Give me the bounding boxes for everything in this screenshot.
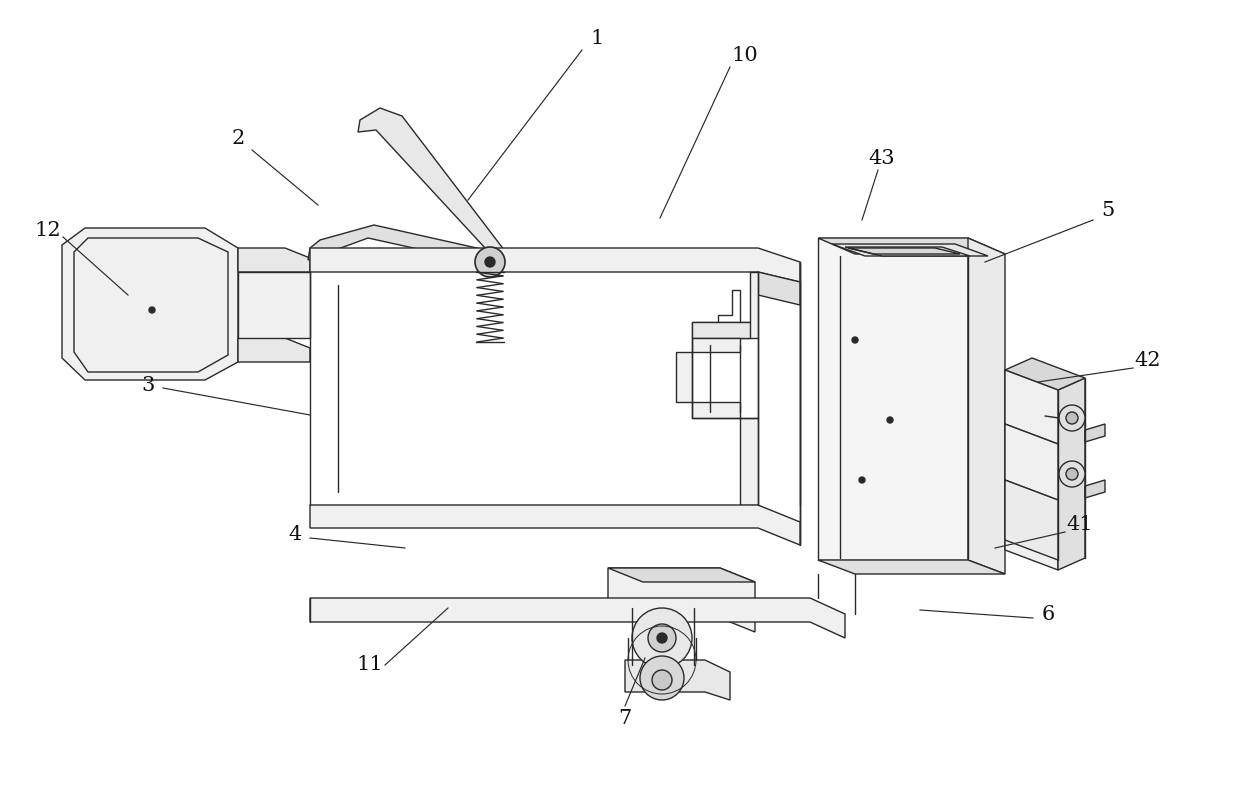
Text: 43: 43 bbox=[869, 149, 895, 168]
Polygon shape bbox=[1004, 424, 1058, 500]
Polygon shape bbox=[676, 338, 758, 505]
Circle shape bbox=[887, 417, 893, 423]
Polygon shape bbox=[818, 560, 1004, 574]
Polygon shape bbox=[62, 228, 238, 380]
Text: 12: 12 bbox=[35, 220, 61, 239]
Polygon shape bbox=[1058, 378, 1085, 570]
Circle shape bbox=[852, 337, 858, 343]
Polygon shape bbox=[1004, 358, 1085, 390]
Text: 7: 7 bbox=[619, 708, 631, 727]
Polygon shape bbox=[358, 108, 508, 262]
Polygon shape bbox=[238, 338, 310, 362]
Text: 4: 4 bbox=[289, 526, 301, 545]
Polygon shape bbox=[818, 238, 1004, 254]
Polygon shape bbox=[238, 272, 310, 338]
Polygon shape bbox=[1004, 370, 1058, 444]
Polygon shape bbox=[308, 225, 508, 268]
Polygon shape bbox=[832, 244, 988, 256]
Text: 42: 42 bbox=[1135, 350, 1161, 370]
Polygon shape bbox=[1085, 480, 1105, 498]
Polygon shape bbox=[1085, 424, 1105, 442]
Polygon shape bbox=[968, 238, 1004, 574]
Circle shape bbox=[640, 656, 684, 700]
Text: 11: 11 bbox=[357, 656, 383, 674]
Polygon shape bbox=[818, 238, 968, 560]
Circle shape bbox=[859, 477, 866, 483]
Circle shape bbox=[1066, 468, 1078, 480]
Circle shape bbox=[1066, 412, 1078, 424]
Polygon shape bbox=[608, 568, 755, 582]
Polygon shape bbox=[692, 322, 750, 338]
Polygon shape bbox=[625, 660, 730, 700]
Text: 1: 1 bbox=[590, 28, 604, 47]
Polygon shape bbox=[310, 598, 844, 638]
Polygon shape bbox=[1004, 480, 1058, 560]
Polygon shape bbox=[844, 247, 970, 256]
Polygon shape bbox=[310, 248, 800, 282]
Circle shape bbox=[149, 307, 155, 313]
Polygon shape bbox=[238, 248, 310, 272]
Circle shape bbox=[1059, 461, 1085, 487]
Polygon shape bbox=[310, 505, 800, 545]
Text: 41: 41 bbox=[1066, 515, 1094, 534]
Circle shape bbox=[1059, 405, 1085, 431]
Circle shape bbox=[657, 633, 667, 643]
Polygon shape bbox=[608, 568, 755, 632]
Text: 2: 2 bbox=[232, 128, 244, 147]
Text: 3: 3 bbox=[141, 375, 155, 394]
Polygon shape bbox=[692, 272, 758, 338]
Circle shape bbox=[652, 670, 672, 690]
Polygon shape bbox=[758, 272, 800, 305]
Circle shape bbox=[485, 257, 495, 267]
Text: 10: 10 bbox=[732, 46, 759, 65]
Polygon shape bbox=[1004, 370, 1058, 570]
Circle shape bbox=[649, 624, 676, 652]
Text: 6: 6 bbox=[1042, 605, 1055, 625]
Circle shape bbox=[632, 608, 692, 668]
Text: 5: 5 bbox=[1101, 201, 1115, 220]
Circle shape bbox=[475, 247, 505, 277]
